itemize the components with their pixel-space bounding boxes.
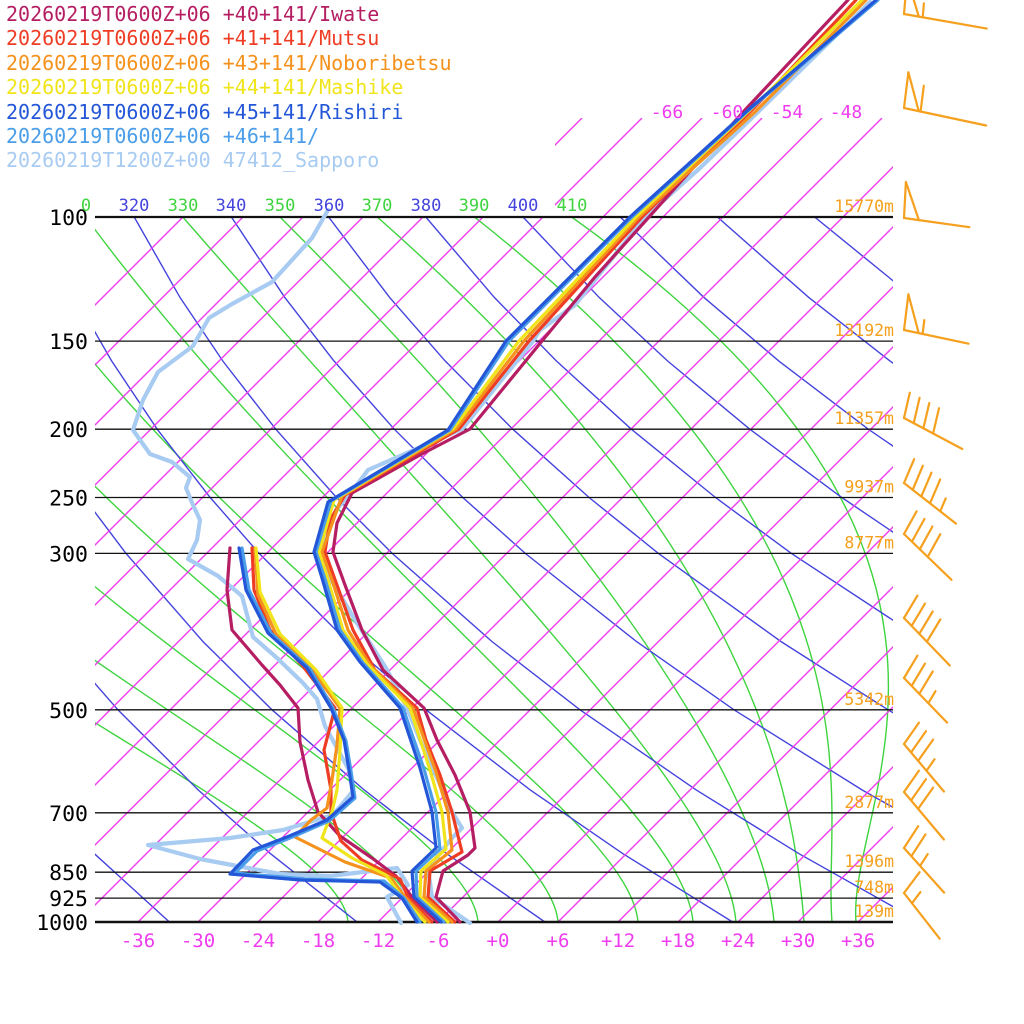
- wind-barb: [902, 510, 953, 581]
- legend-entry-iwate: 20260219T0600Z+06 +40+141/Iwate: [6, 2, 380, 26]
- height-label: 15770m: [834, 197, 894, 216]
- pressure-axis-label: 150: [49, 330, 88, 355]
- pressure-axis-label: 250: [49, 487, 88, 512]
- temperature-trace-noboribetsu: [320, 0, 868, 924]
- height-label: 9937m: [844, 478, 894, 497]
- theta-label: 320: [119, 196, 150, 216]
- wind-barb: [902, 458, 958, 525]
- temperature-trace-iwate: [331, 0, 850, 924]
- temperature-axis-label: +18: [661, 930, 695, 952]
- temperature-axis-label: +12: [601, 930, 635, 952]
- temperature-axis-label: +6: [547, 930, 570, 952]
- temperature-axis-label: +0: [487, 930, 510, 952]
- isotherm-lines: [95, 217, 893, 922]
- height-label: 13192m: [834, 321, 894, 340]
- pressure-axis-label: 100: [49, 206, 88, 231]
- wind-barbs: [902, 0, 988, 940]
- theta-label: 0: [81, 196, 91, 216]
- theta-label: 340: [216, 196, 247, 216]
- wind-barb: [902, 180, 971, 229]
- theta-label: 370: [362, 196, 393, 216]
- wind-barb: [902, 293, 970, 345]
- pressure-axis-label: 500: [49, 699, 88, 724]
- temperature-trace-rishiri: [312, 0, 878, 924]
- theta-label: 400: [508, 196, 539, 216]
- temperature-axis-label: -18: [301, 930, 335, 952]
- dewpoint-trace-sapporo: [130, 207, 411, 926]
- wind-barb: [902, 594, 951, 667]
- theta-label: 350: [265, 196, 296, 216]
- temperature-axis-label: +30: [781, 930, 815, 952]
- theta-label: 410: [557, 196, 588, 216]
- wind-barb: [902, 0, 988, 30]
- wind-barb: [902, 71, 988, 127]
- pressure-axis-label: 200: [49, 418, 88, 443]
- theta-label: 380: [411, 196, 442, 216]
- wind-barb: [902, 721, 946, 793]
- pressure-gridlines: [95, 215, 893, 924]
- legend-entry-plus46: 20260219T0600Z+06 +46+141/: [6, 124, 320, 149]
- dewpoint-trace-iwate: [225, 546, 439, 924]
- legend-entry-mutsu: 20260219T0600Z+06 +41+141/Mutsu: [6, 26, 380, 51]
- moist-adiabat-lines: [95, 217, 890, 922]
- dewpoint-trace-mashike: [254, 546, 427, 924]
- legend-entry-sapporo: 20260219T1200Z+00 47412_Sapporo: [6, 148, 380, 173]
- theta-label: 360: [314, 196, 345, 216]
- upper-isotherm-label: -54: [771, 102, 804, 123]
- height-label: 1396m: [844, 852, 894, 871]
- temperature-axis-label: -30: [181, 930, 215, 952]
- height-label: 5342m: [844, 690, 894, 709]
- temperature-axis-label: -36: [121, 930, 155, 952]
- wind-barb: [902, 391, 964, 451]
- wind-barb: [902, 871, 941, 940]
- pressure-axis-label: 700: [49, 802, 88, 827]
- temperature-axis-label: -6: [427, 930, 450, 952]
- pressure-axis-label: 300: [49, 542, 88, 567]
- temperature-trace-mutsu: [323, 0, 858, 924]
- temperature-axis-label: +36: [841, 930, 875, 952]
- height-label: 748m: [854, 878, 894, 897]
- sounding-legend: 20260219T0600Z+06 +40+141/Iwate 20260219…: [6, 2, 452, 173]
- legend-entry-mashike: 20260219T0600Z+06 +44+141/Mashike: [6, 75, 404, 100]
- upper-isotherm-label: -60: [711, 102, 744, 123]
- upper-isotherm-label: -48: [830, 102, 863, 123]
- temperature-trace-mashike: [317, 0, 864, 924]
- height-label: 139m: [854, 902, 894, 921]
- pressure-axis-label: 925: [49, 887, 88, 912]
- pressure-axis-label: 1000: [36, 911, 88, 936]
- legend-entry-noboribetsu: 20260219T0600Z+06 +43+141/Noboribetsu: [6, 50, 452, 75]
- pressure-axis-label: 850: [49, 861, 88, 886]
- wind-barb: [902, 769, 946, 841]
- height-label: 8777m: [844, 533, 894, 552]
- temperature-trace--46-141: [314, 0, 880, 924]
- temperature-axis-label: +24: [721, 930, 755, 952]
- dewpoint-trace-rishiri: [228, 546, 419, 924]
- legend-entry-rishiri: 20260219T0600Z+06 +45+141/Rishiri: [6, 99, 404, 124]
- height-label: 2877m: [844, 793, 894, 812]
- height-label: 11357m: [834, 409, 894, 428]
- upper-isotherm-label: -66: [651, 102, 684, 123]
- temperature-axis-label: -24: [241, 930, 275, 952]
- wind-barb: [902, 654, 949, 724]
- theta-label: 330: [168, 196, 199, 216]
- wind-barb: [902, 825, 946, 894]
- theta-label: 390: [459, 196, 490, 216]
- temperature-axis-label: -12: [361, 930, 395, 952]
